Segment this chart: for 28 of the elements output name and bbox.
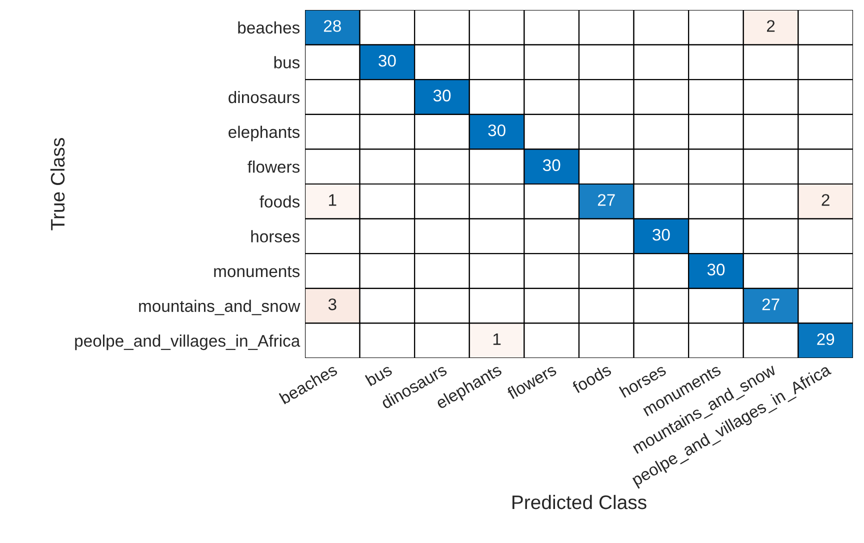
- data-label: 3: [328, 298, 336, 310]
- data-label: 30: [652, 228, 670, 241]
- data-label: 2: [822, 194, 830, 206]
- data-label: 27: [598, 194, 615, 206]
- data-label: 28: [324, 20, 341, 32]
- data-label: 1: [329, 194, 336, 206]
- data-label: 30: [542, 159, 560, 172]
- y-tick-label: beaches: [238, 21, 300, 34]
- data-label: 30: [707, 264, 725, 276]
- data-label: 30: [488, 124, 506, 136]
- data-label: 27: [762, 298, 780, 310]
- data-label: 1: [493, 333, 501, 345]
- y-tick-label: bus: [274, 56, 300, 68]
- data-label: 30: [378, 54, 396, 67]
- y-tick-label: elephants: [228, 126, 300, 142]
- y-axis-title: True Class: [50, 138, 65, 230]
- x-tick-label: foods: [571, 363, 612, 394]
- data-label: 29: [817, 333, 834, 346]
- y-tick-label: flowers: [248, 160, 300, 173]
- y-tick-label: monuments: [214, 266, 300, 278]
- y-tick-label: dinosaurs: [228, 90, 300, 104]
- x-axis-title: Predicted Class: [512, 494, 646, 510]
- y-tick-label: peolpe_and_villages_in_Africa: [75, 334, 300, 350]
- data-label: 30: [433, 90, 451, 102]
- data-label: 2: [767, 20, 775, 32]
- y-tick-label: foods: [260, 195, 300, 208]
- y-tick-label: horses: [251, 230, 300, 242]
- y-tick-label: mountains_and_snow: [139, 300, 300, 316]
